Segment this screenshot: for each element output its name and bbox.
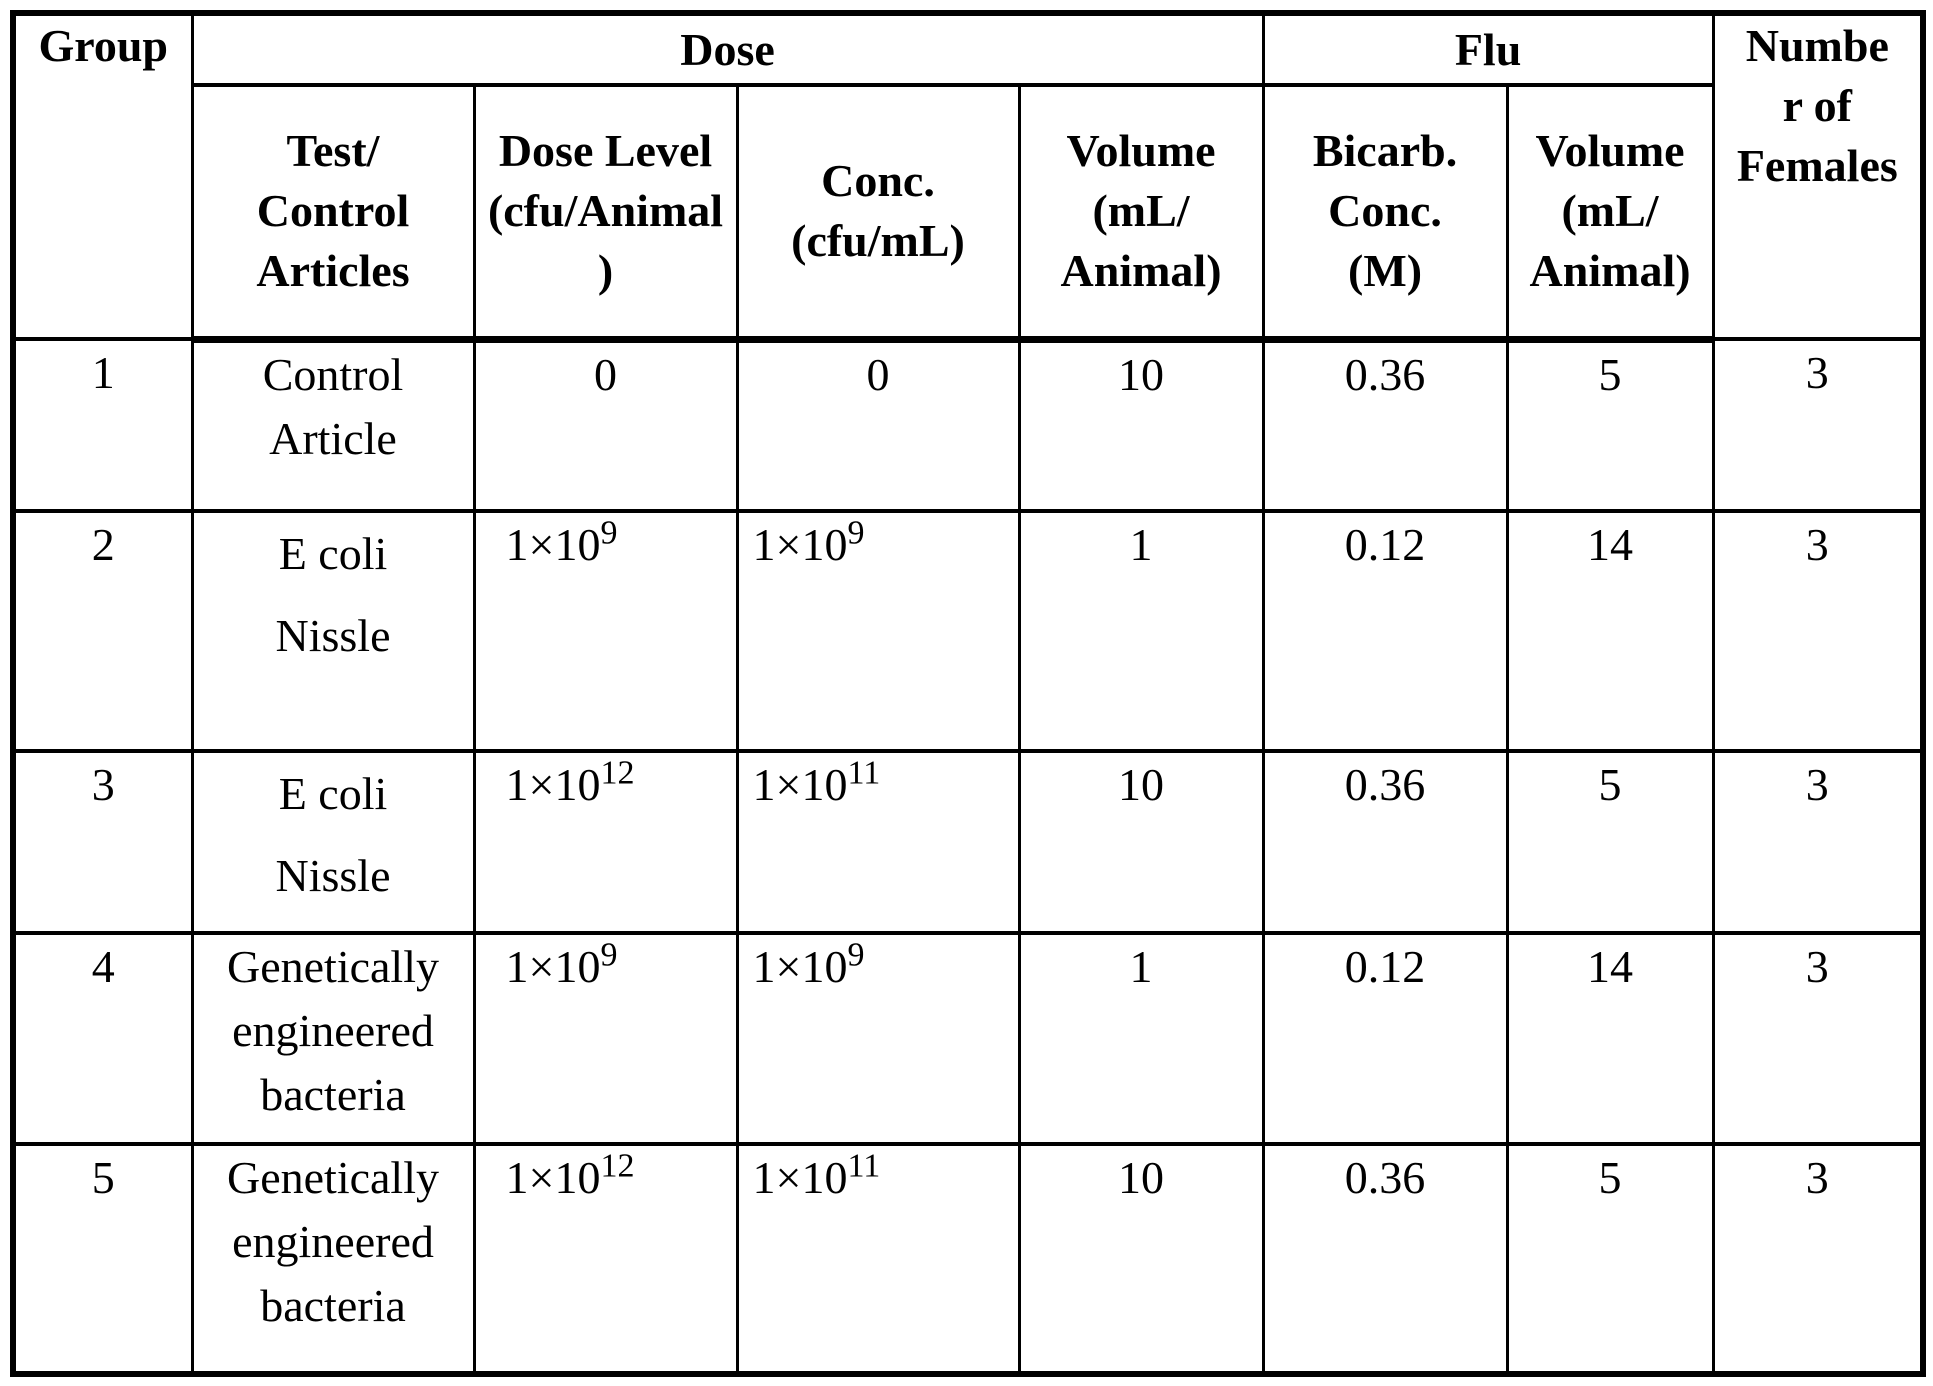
sci-value: 1×109 — [505, 936, 618, 992]
cell-conc: 1×109 — [735, 931, 1021, 1146]
exponent: 9 — [847, 514, 865, 552]
header-dose-section: Dose — [190, 11, 1265, 87]
sci-value: 1×109 — [752, 514, 865, 570]
cell-dose-level: 1×109 — [472, 509, 739, 753]
table-row: 2 E coli Nissle 1×109 1×109 1 0.12 14 3 — [11, 509, 1925, 753]
cell-dose-level: 0 — [472, 337, 739, 513]
header-group: Group — [11, 11, 194, 341]
cell-article: Control Article — [190, 337, 476, 513]
header-number-of-females: Numbe r of Females — [1711, 11, 1925, 341]
header-test-control-articles: Test/ Control Articles — [190, 83, 476, 343]
cell-females: 3 — [1711, 749, 1925, 935]
cell-article: E coli Nissle — [190, 749, 476, 935]
sci-value: 1×109 — [752, 936, 865, 992]
exponent: 11 — [847, 1147, 881, 1185]
cell-article: Genetically engineered bacteria — [190, 1142, 476, 1376]
cell-females: 3 — [1711, 1142, 1925, 1376]
sci-value: 1×1011 — [752, 1147, 881, 1203]
cell-bicarb: 0.12 — [1261, 931, 1509, 1146]
header-dose-level: Dose Level (cfu/Animal ) — [472, 83, 739, 343]
cell-flu-volume: 14 — [1505, 931, 1715, 1146]
cell-dose-volume: 10 — [1017, 337, 1265, 513]
cell-conc: 0 — [735, 337, 1021, 513]
cell-flu-volume: 5 — [1505, 1142, 1715, 1376]
header-conc: Conc. (cfu/mL) — [735, 83, 1021, 343]
cell-article: E coli Nissle — [190, 509, 476, 753]
sci-value: 1×109 — [505, 514, 618, 570]
cell-group: 4 — [11, 931, 194, 1146]
cell-bicarb: 0.36 — [1261, 1142, 1509, 1376]
cell-group: 3 — [11, 749, 194, 935]
header-flu-section: Flu — [1261, 11, 1715, 87]
header-flu-volume: Volume (mL/ Animal) — [1505, 83, 1715, 343]
table-row: 1 Control Article 0 0 10 0.36 5 3 — [11, 337, 1925, 513]
sci-value: 1×1011 — [752, 754, 881, 810]
table-header: Group Dose Flu Numbe r of Females Test/ … — [11, 11, 1925, 343]
header-dose-volume: Volume (mL/ Animal) — [1017, 83, 1265, 343]
sci-value: 1×1012 — [505, 1147, 635, 1203]
cell-flu-volume: 5 — [1505, 749, 1715, 935]
cell-dose-level: 1×1012 — [472, 1142, 739, 1376]
cell-bicarb: 0.12 — [1261, 509, 1509, 753]
cell-females: 3 — [1711, 931, 1925, 1146]
cell-conc: 1×109 — [735, 509, 1021, 753]
cell-group: 5 — [11, 1142, 194, 1376]
table-row: 3 E coli Nissle 1×1012 1×1011 10 0.36 5 … — [11, 749, 1925, 935]
cell-dose-level: 1×1012 — [472, 749, 739, 935]
study-design-table: Group Dose Flu Numbe r of Females Test/ … — [10, 10, 1927, 1377]
cell-group: 2 — [11, 509, 194, 753]
header-row-columns: Test/ Control Articles Dose Level (cfu/A… — [13, 83, 1923, 343]
cell-article: Genetically engineered bacteria — [190, 931, 476, 1146]
table-row: 4 Genetically engineered bacteria 1×109 … — [11, 931, 1925, 1146]
exponent: 12 — [600, 1147, 635, 1185]
cell-dose-volume: 10 — [1017, 749, 1265, 935]
exponent: 11 — [847, 754, 881, 792]
cell-conc: 1×1011 — [735, 1142, 1021, 1376]
cell-dose-level: 1×109 — [472, 931, 739, 1146]
cell-bicarb: 0.36 — [1261, 749, 1509, 935]
header-row-sections: Group Dose Flu Numbe r of Females — [11, 11, 1925, 341]
sci-value: 1×1012 — [505, 754, 635, 810]
exponent: 12 — [600, 754, 635, 792]
cell-group: 1 — [11, 337, 194, 513]
cell-females: 3 — [1711, 509, 1925, 753]
exponent: 9 — [600, 936, 618, 974]
exponent: 9 — [847, 936, 865, 974]
table-row: 5 Genetically engineered bacteria 1×1012… — [11, 1142, 1925, 1376]
cell-females: 3 — [1711, 337, 1925, 513]
table-body: 1 Control Article 0 0 10 0.36 5 3 2 E co… — [11, 337, 1925, 1376]
cell-bicarb: 0.36 — [1261, 337, 1509, 513]
cell-dose-volume: 10 — [1017, 1142, 1265, 1376]
exponent: 9 — [600, 514, 618, 552]
cell-flu-volume: 14 — [1505, 509, 1715, 753]
cell-dose-volume: 1 — [1017, 931, 1265, 1146]
cell-conc: 1×1011 — [735, 749, 1021, 935]
cell-flu-volume: 5 — [1505, 337, 1715, 513]
cell-dose-volume: 1 — [1017, 509, 1265, 753]
header-bicarb-conc: Bicarb. Conc. (M) — [1261, 83, 1509, 343]
